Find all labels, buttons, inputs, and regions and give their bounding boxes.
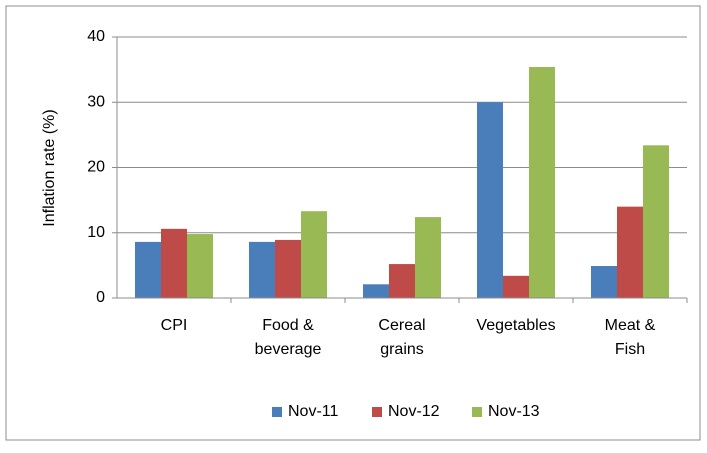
- bar: [477, 102, 503, 298]
- legend-label: Nov-12: [388, 403, 440, 420]
- bar: [161, 228, 187, 298]
- bar: [301, 211, 327, 298]
- legend-label: Nov-11: [288, 403, 338, 420]
- bar: [415, 217, 441, 298]
- x-tick-label: CPI: [161, 317, 188, 334]
- bar: [135, 241, 161, 298]
- bar: [249, 241, 275, 298]
- bar: [187, 234, 213, 298]
- bar: [617, 206, 643, 298]
- y-tick-label: 20: [87, 159, 105, 176]
- legend-swatch: [372, 407, 382, 417]
- bar: [363, 284, 389, 298]
- y-tick-label: 40: [87, 28, 105, 45]
- legend-swatch: [472, 407, 482, 417]
- bar: [503, 275, 529, 298]
- bar: [389, 264, 415, 298]
- chart-border: [5, 5, 701, 441]
- x-tick-label: Vegetables: [476, 317, 555, 334]
- bar: [275, 239, 301, 298]
- bar: [591, 266, 617, 298]
- y-tick-label: 0: [96, 289, 105, 306]
- y-tick-label: 30: [87, 93, 105, 110]
- y-axis-label: Inflation rate (%): [41, 109, 58, 226]
- bar: [643, 145, 669, 298]
- x-tick-label: Cereal grains: [378, 317, 425, 358]
- x-tick-label: Food & beverage: [255, 317, 322, 358]
- legend-swatch: [272, 407, 282, 417]
- bar: [529, 67, 555, 298]
- y-tick-label: 10: [87, 224, 105, 241]
- x-tick-label: Meat & Fish: [605, 317, 656, 358]
- legend-label: Nov-13: [488, 403, 540, 420]
